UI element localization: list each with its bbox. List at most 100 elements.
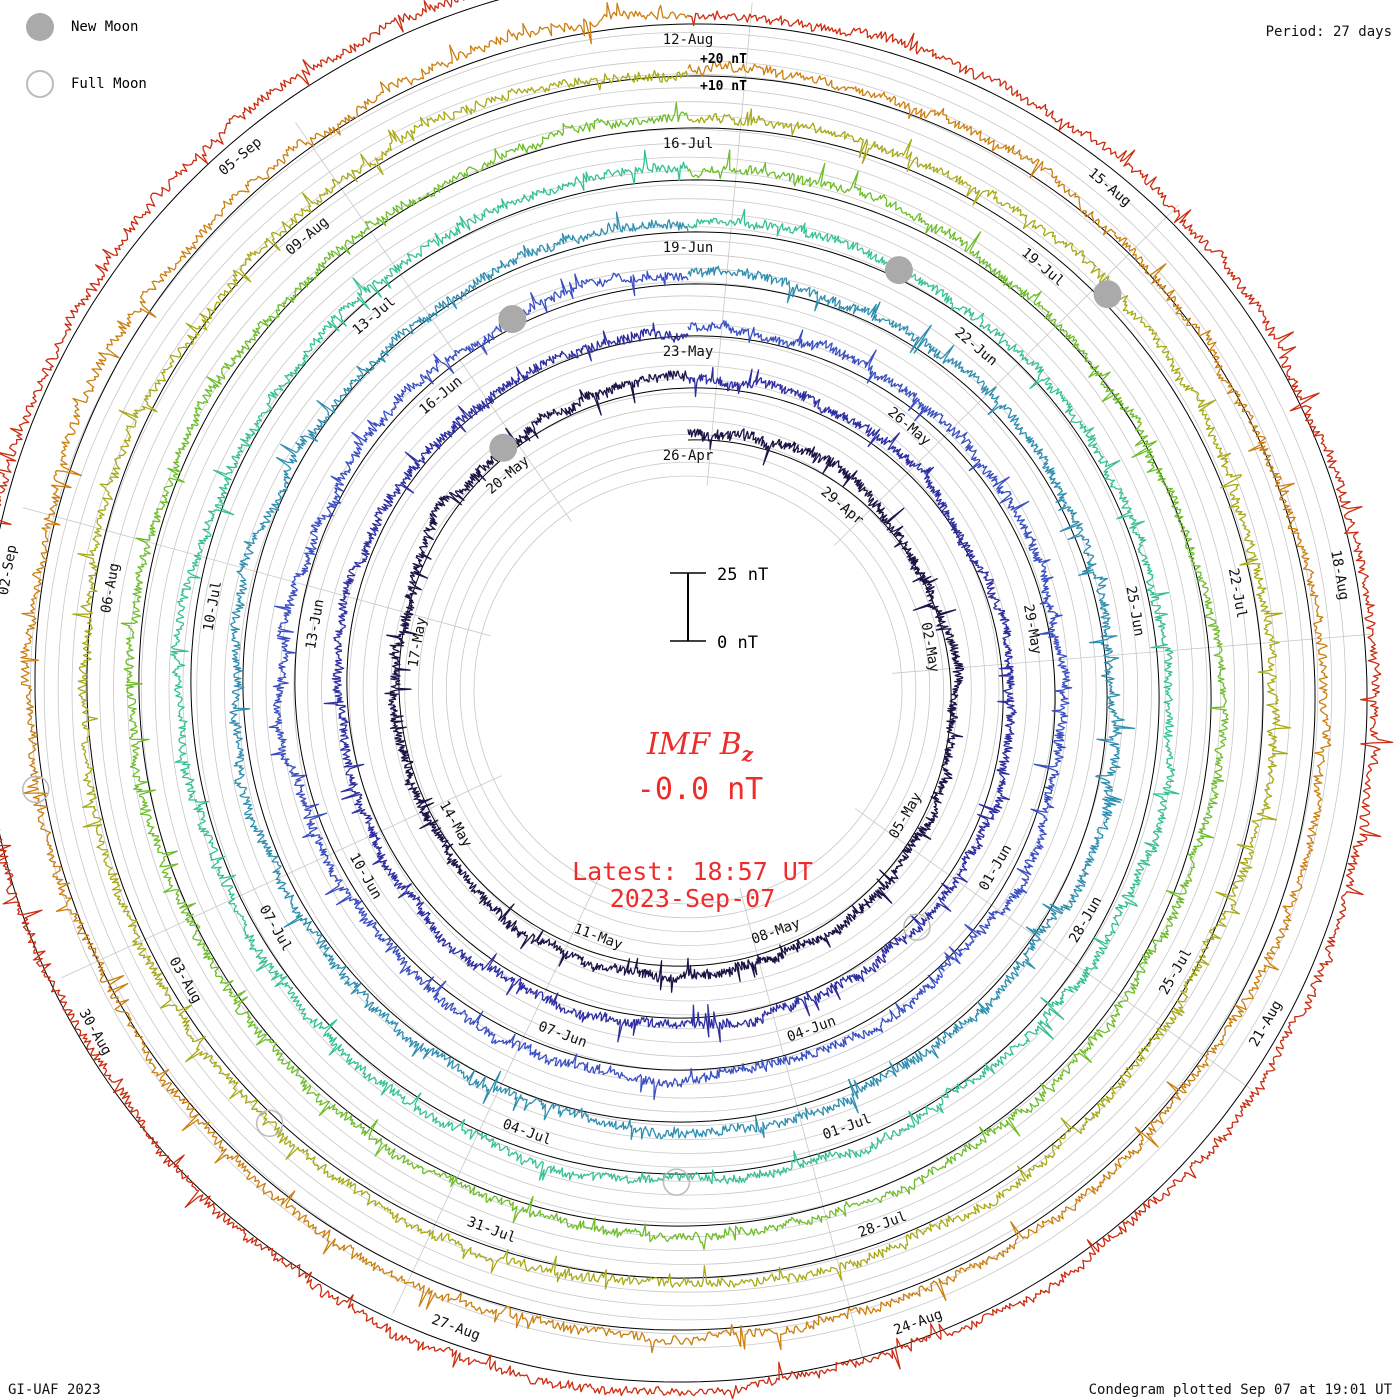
- date-label: 10-Jul: [201, 580, 226, 633]
- full-moon-marker: [662, 1168, 691, 1196]
- series-line-5: [170, 149, 1180, 1185]
- new-moon-marker: [498, 305, 527, 334]
- date-label: 25-Jun: [1122, 585, 1147, 638]
- legend-new-moon-label: New Moon: [71, 19, 139, 35]
- series-line-7: [72, 69, 1292, 1290]
- date-label: 19-Jun: [663, 240, 714, 256]
- date-label: 27-Aug: [429, 1312, 482, 1344]
- grid-circle: [265, 267, 1111, 1113]
- grid-circle: [321, 323, 1055, 1057]
- date-label: 14-May: [436, 798, 475, 850]
- full-moon-icon: [26, 70, 54, 98]
- date-label: 06-Aug: [98, 562, 123, 615]
- grid-circle: [431, 433, 945, 947]
- full-moon-marker: [903, 913, 931, 941]
- date-label: 16-Jul: [663, 136, 714, 152]
- date-label: 28-Jul: [856, 1209, 909, 1241]
- scale-bar-label-top: 25 nT: [717, 565, 768, 585]
- grid-circle: [459, 461, 917, 919]
- full-moon-marker: [22, 775, 50, 804]
- zero-reference-spiral: [0, 0, 1368, 1383]
- date-label: 01-Jul: [821, 1111, 874, 1143]
- series-line-8: [20, 1, 1332, 1354]
- date-label: 25-Jul: [1156, 946, 1195, 998]
- date-label: 03-Aug: [166, 954, 205, 1006]
- grid-circle: [85, 87, 1291, 1293]
- date-label: 23-May: [663, 344, 714, 360]
- grid-circle: [182, 184, 1194, 1196]
- date-label: 12-Aug: [663, 32, 714, 48]
- reference-rings: [0, 0, 1368, 1383]
- grid-circle: [224, 226, 1152, 1154]
- date-label: 05-Sep: [216, 134, 265, 179]
- period-label: Period: 27 days: [1265, 24, 1392, 40]
- latest-update: Latest: 18:57 UT 2023-Sep-07: [520, 858, 865, 912]
- chart-title-text: IMF B: [646, 727, 742, 762]
- grid-spoke: [706, 2, 753, 486]
- date-label: 31-Jul: [465, 1214, 518, 1246]
- latest-date: 2023-Sep-07: [609, 884, 776, 913]
- grid-spoke: [739, 888, 864, 1358]
- grid-circle: [390, 392, 986, 988]
- current-value: -0.0 nT: [636, 772, 764, 807]
- plotted-timestamp: Condegram plotted Sep 07 at 19:01 UT: [1088, 1382, 1392, 1398]
- chart-title: IMF Bz: [540, 727, 860, 766]
- date-label: 16-Jun: [416, 373, 465, 418]
- grid-circle: [196, 198, 1180, 1182]
- date-label: 04-Jul: [500, 1116, 553, 1148]
- new-moon-marker: [1093, 280, 1122, 309]
- series-line-6: [120, 101, 1229, 1250]
- reference-label-20nt: +20 nT: [700, 52, 747, 67]
- date-label: 08-May: [749, 915, 802, 947]
- date-label: 02-Sep: [0, 544, 20, 597]
- grid-circle: [293, 295, 1083, 1085]
- grid-circle: [30, 32, 1346, 1348]
- grid-circle: [57, 59, 1319, 1321]
- grid-circle: [140, 142, 1236, 1238]
- full-moon-marker: [255, 1109, 284, 1138]
- date-label: 22-Jul: [1225, 567, 1250, 620]
- date-label: 26-Apr: [663, 448, 714, 464]
- grid-circle: [445, 447, 931, 933]
- moon-markers: [22, 256, 1122, 1196]
- reference-labels: +20 nT +10 nT: [700, 52, 747, 94]
- new-moon-marker: [489, 433, 518, 462]
- scale-bar-label-bottom: 0 nT: [717, 633, 758, 653]
- reference-label-10nt: +10 nT: [700, 79, 747, 94]
- series-line-1: [384, 370, 965, 993]
- date-label: 09-Aug: [283, 214, 332, 259]
- latest-time: Latest: 18:57 UT: [572, 857, 813, 886]
- date-label: 18-Aug: [1327, 549, 1352, 602]
- grid-circle: [362, 364, 1014, 1016]
- grid-circle: [210, 212, 1166, 1168]
- date-label: 04-Jun: [785, 1013, 838, 1045]
- scale-bar: 25 nT 0 nT: [670, 565, 768, 653]
- date-label: 07-Jun: [536, 1019, 589, 1051]
- date-label: 01-Jun: [976, 842, 1015, 894]
- series-line-3: [268, 270, 1073, 1101]
- grid-spoke: [892, 633, 1376, 674]
- grid-circle: [127, 129, 1249, 1251]
- date-labels: 26-Apr29-Apr02-May05-May08-May11-May14-M…: [0, 32, 1352, 1344]
- date-label: 29-May: [1020, 603, 1045, 656]
- grid-spoke: [833, 204, 1179, 547]
- new-moon-marker: [884, 256, 913, 285]
- date-label: 21-Aug: [1246, 998, 1285, 1050]
- credit-label: GI-UAF 2023: [8, 1382, 101, 1398]
- date-label: 07-Jul: [256, 902, 295, 954]
- grid-circle: [251, 253, 1125, 1127]
- grid-circle: [473, 475, 903, 905]
- series-line-2: [323, 322, 1017, 1043]
- grid-spoke: [854, 808, 1252, 1090]
- date-label: 11-May: [572, 921, 625, 953]
- date-label: 30-Aug: [76, 1006, 115, 1058]
- grid-spoke: [392, 875, 601, 1314]
- new-moon-icon: [26, 13, 54, 41]
- legend-full-moon-label: Full Moon: [71, 76, 147, 92]
- grid-spokes: [22, 2, 1376, 1358]
- grid-circle: [99, 101, 1277, 1279]
- grid-circle: [348, 350, 1028, 1030]
